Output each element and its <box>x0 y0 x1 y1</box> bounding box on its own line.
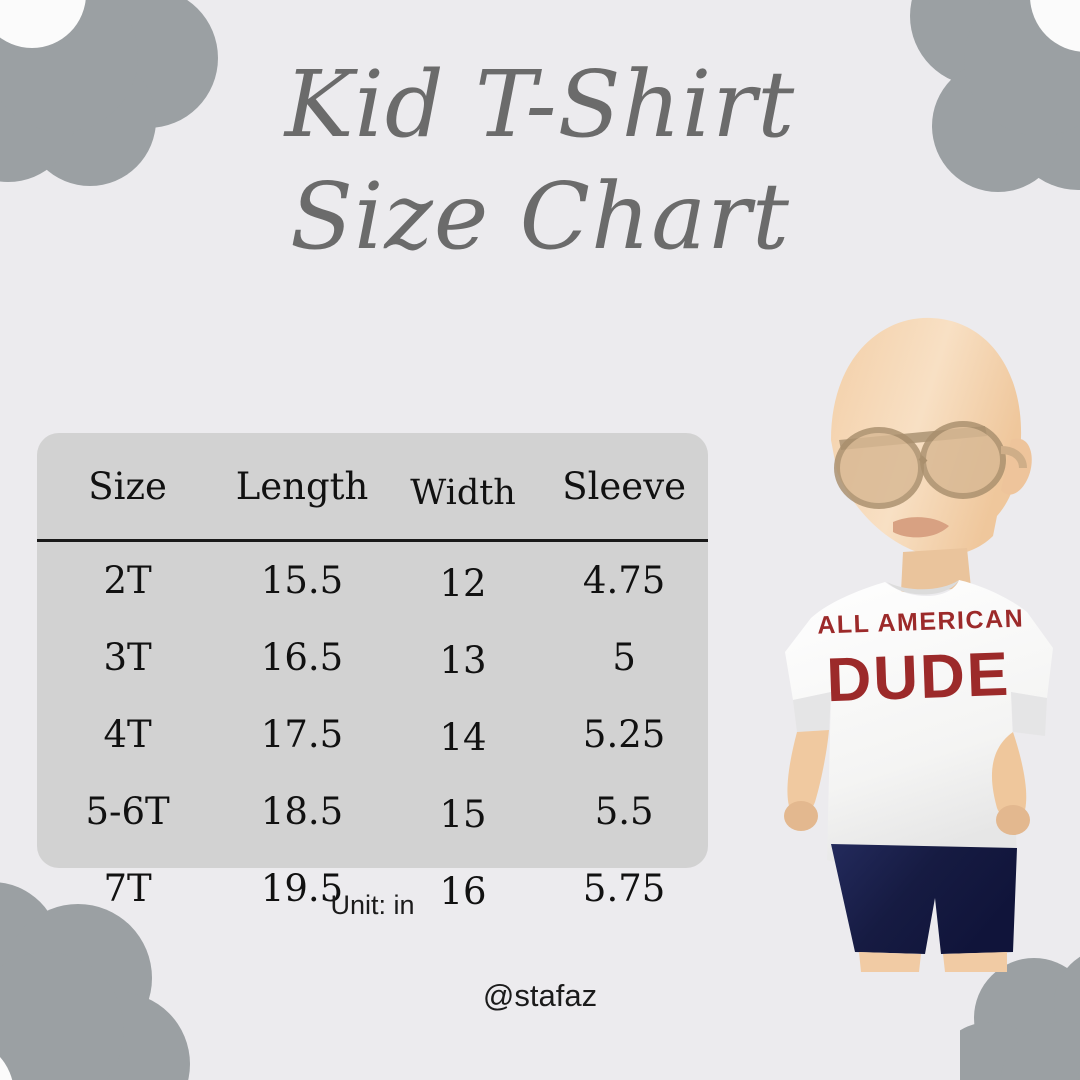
unit-label: Unit: in <box>330 890 415 920</box>
table-row: 5-6T 18.5 15 5.5 <box>37 773 708 850</box>
cell-sleeve: 5.25 <box>582 713 666 756</box>
cell-sleeve: 5 <box>612 636 636 679</box>
cell-size: 3T <box>103 636 152 679</box>
cell-width: 16 <box>439 870 487 913</box>
title-line-2: Size Chart <box>289 162 791 270</box>
column-header-size: Size <box>37 433 219 542</box>
cell-width: 13 <box>439 639 487 682</box>
cell-length: 16.5 <box>260 636 344 679</box>
size-table: Size Length Width Sleeve 2T 15.5 12 4.75… <box>37 433 708 927</box>
cell-sleeve: 5.5 <box>594 790 654 833</box>
title-line-1: Kid T-Shirt <box>284 51 796 158</box>
size-table-panel: Size Length Width Sleeve 2T 15.5 12 4.75… <box>37 433 708 913</box>
table-row: 7T 19.5 16 5.75 <box>37 850 708 927</box>
cell-length: 19.5 <box>260 867 344 910</box>
cell-length: 18.5 <box>260 790 344 833</box>
cell-size: 4T <box>103 713 152 756</box>
shirt-graphic-line2: DUDE <box>825 640 1011 715</box>
table-row: 3T 16.5 13 5 <box>37 619 708 696</box>
footer-handle: @stafaz <box>482 978 598 1013</box>
cell-size: 7T <box>103 867 152 910</box>
column-header-length: Length <box>218 433 386 542</box>
page-title: Kid T-Shirt Size Chart <box>0 58 1080 264</box>
table-row: 4T 17.5 14 5.25 <box>37 696 708 773</box>
product-photo-child: ALL AMERICAN DUDE <box>735 300 1080 972</box>
cell-size: 2T <box>103 559 152 602</box>
cell-sleeve: 5.75 <box>582 867 666 910</box>
cell-length: 17.5 <box>260 713 344 756</box>
cell-sleeve: 4.75 <box>582 559 666 602</box>
cell-size: 5-6T <box>85 790 170 833</box>
column-header-sleeve: Sleeve <box>540 433 708 542</box>
cell-length: 15.5 <box>260 559 344 602</box>
cell-width: 14 <box>439 716 487 759</box>
cell-width: 12 <box>439 562 487 605</box>
table-header-row: Size Length Width Sleeve <box>37 433 708 542</box>
table-row: 2T 15.5 12 4.75 <box>37 541 708 620</box>
column-header-width: Width <box>385 433 541 542</box>
cell-width: 15 <box>439 793 487 836</box>
